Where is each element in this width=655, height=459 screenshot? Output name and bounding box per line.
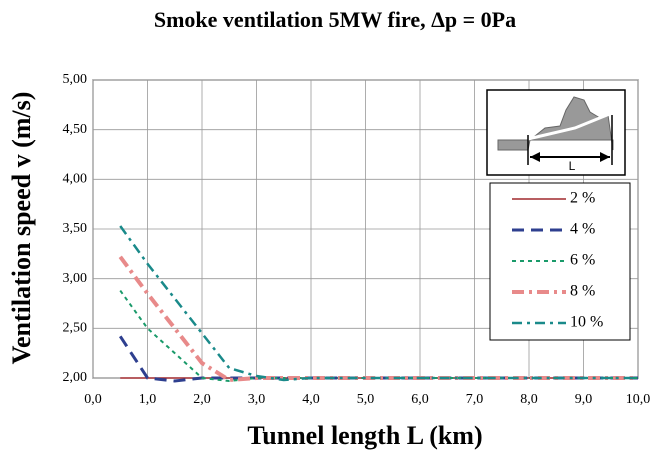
chart-title: Smoke ventilation 5MW fire, Δp = 0Pa — [154, 7, 516, 32]
inset-label: L — [569, 159, 576, 173]
x-tick-label: 7,0 — [466, 392, 484, 407]
y-axis-label: Ventilation speed v (m/s) — [7, 92, 36, 365]
y-tick-label: 3,00 — [63, 271, 88, 286]
series-line — [119, 290, 638, 382]
x-tick-label: 10,0 — [626, 392, 651, 407]
y-tick-label: 2,50 — [63, 321, 88, 336]
y-tick-label: 3,50 — [63, 221, 88, 236]
x-tick-label: 1,0 — [139, 392, 157, 407]
x-axis-label: Tunnel length L (km) — [247, 421, 482, 450]
x-tick-label: 5,0 — [357, 392, 375, 407]
legend-label: 10 % — [570, 314, 603, 331]
y-tick-label: 2,00 — [63, 370, 88, 385]
legend: 2 % 4 % 6 % 8 % 10 % — [489, 182, 631, 341]
x-tick-label: 3,0 — [248, 392, 266, 407]
inset-diagram: L — [486, 89, 626, 176]
legend-label: 8 % — [570, 283, 595, 300]
x-tick-label: 0,0 — [84, 392, 102, 407]
x-tick-label: 8,0 — [520, 392, 538, 407]
y-tick-label: 4,00 — [63, 172, 88, 187]
series-line — [118, 255, 638, 383]
x-tick-label: 2,0 — [193, 392, 211, 407]
x-tick-label: 9,0 — [575, 392, 593, 407]
x-tick-label: 4,0 — [302, 392, 320, 407]
legend-label: 4 % — [570, 221, 595, 238]
legend-label: 2 % — [570, 190, 595, 207]
y-tick-label: 4,50 — [63, 122, 88, 137]
y-tick-label: 5,00 — [63, 72, 88, 87]
legend-label: 6 % — [570, 252, 595, 269]
x-tick-label: 6,0 — [411, 392, 429, 407]
series-line — [119, 225, 638, 382]
